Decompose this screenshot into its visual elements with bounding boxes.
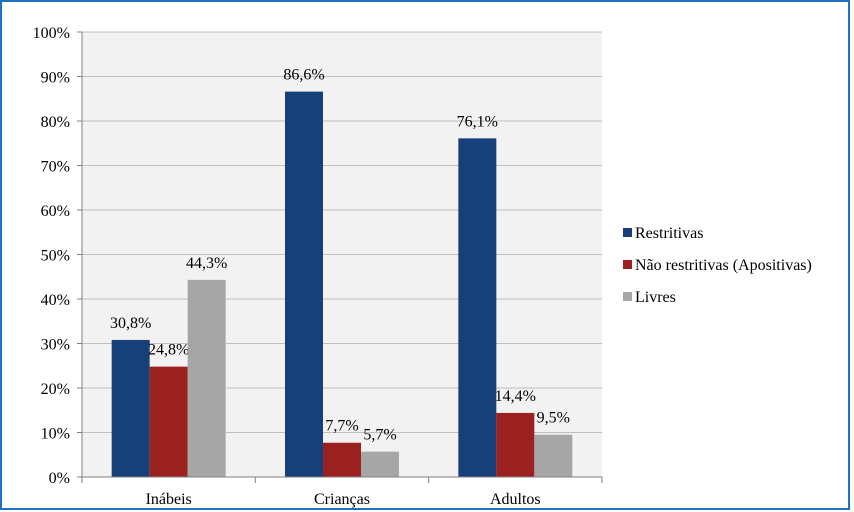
data-label: 86,6% (283, 67, 324, 84)
data-label: 24,8% (148, 342, 189, 359)
x-tick-label: Adultos (490, 491, 541, 508)
y-tick-label: 50% (41, 248, 70, 265)
y-tick-label: 10% (41, 426, 70, 443)
y-tick-label: 100% (33, 25, 70, 42)
y-tick-label: 60% (41, 203, 70, 220)
legend-swatch (623, 228, 632, 237)
data-label: 7,7% (325, 418, 358, 435)
bars: 30,8% 24,8% 44,3% 86,6% 7,7% 5,7% 76,1% 14,4%9,… (110, 67, 573, 478)
x-tick-label: Crianças (314, 491, 370, 508)
gridlines (82, 31, 602, 433)
data-label: 44,3% (186, 255, 227, 272)
bar (361, 451, 399, 477)
legend-label: Restritivas (635, 225, 703, 242)
data-label: 30,8% (110, 315, 151, 332)
y-axis: 0% 10% 20% 30% 40% 50% 60% 70% 80% 90% 100% (33, 25, 83, 487)
bar (534, 434, 573, 477)
data-label: 14,4% (495, 388, 536, 405)
y-tick-label: 20% (41, 381, 70, 398)
y-tick-label: 70% (41, 159, 70, 176)
bar (496, 412, 535, 477)
data-label: 5,7% (363, 427, 396, 444)
bar (458, 138, 497, 478)
y-tick-label: 40% (41, 292, 70, 309)
bar (149, 366, 188, 477)
bar (187, 279, 226, 477)
x-tick-label: Inábeis (146, 491, 192, 508)
bar (111, 339, 150, 477)
x-axis: Inábeis Crianças Adultos (81, 476, 603, 508)
bar (323, 442, 361, 477)
legend: Restritivas Não restritivas (Apositivas) L… (623, 225, 812, 306)
y-tick-label: 30% (41, 337, 70, 354)
y-tick-label: 90% (41, 70, 70, 87)
legend-label: Livres (635, 289, 676, 306)
bar (285, 91, 323, 477)
legend-swatch (623, 292, 632, 301)
y-tick-label: 0% (49, 470, 70, 487)
data-label: 9,5% (537, 410, 570, 427)
legend-swatch (623, 260, 632, 269)
y-tick-label: 80% (41, 114, 70, 131)
legend-label: Não restritivas (Apositivas) (635, 257, 812, 274)
data-label: 76,1% (457, 113, 498, 130)
